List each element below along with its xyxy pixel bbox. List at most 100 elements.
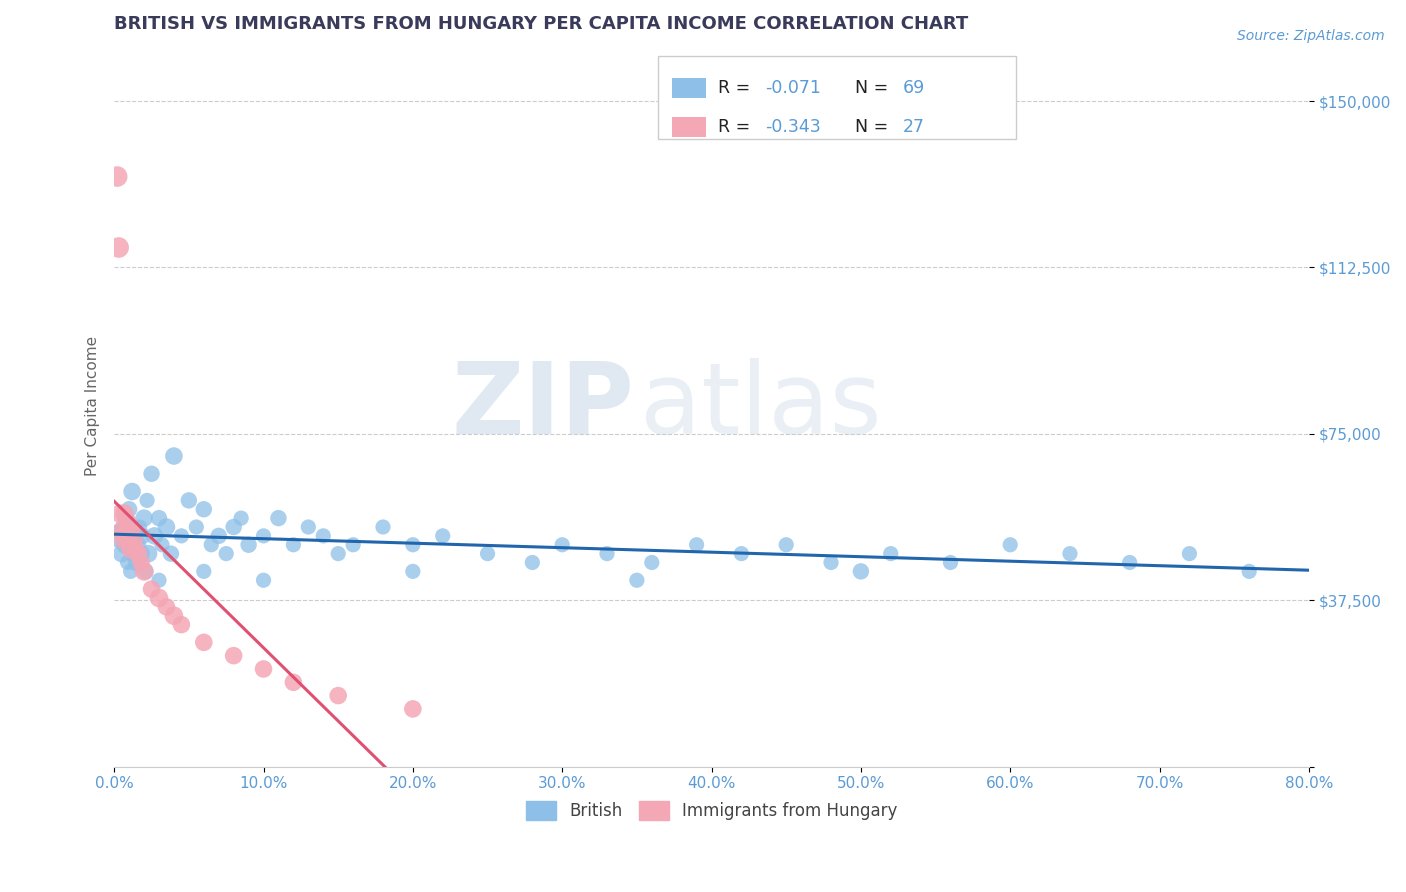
Point <box>200 538 222 552</box>
Point <box>131 529 153 543</box>
Point <box>135 565 157 579</box>
Point <box>112 520 135 534</box>
Text: -0.343: -0.343 <box>765 118 821 136</box>
Point <box>238 538 260 552</box>
Point <box>193 565 215 579</box>
Point <box>155 520 177 534</box>
Legend: British, Immigrants from Hungary: British, Immigrants from Hungary <box>519 794 904 827</box>
Point <box>328 689 350 703</box>
Point <box>112 533 135 548</box>
Point <box>118 533 141 548</box>
Point <box>1118 556 1140 570</box>
Point <box>111 524 134 539</box>
Point <box>402 702 425 716</box>
Point <box>141 582 163 596</box>
Point <box>849 565 872 579</box>
Point <box>215 547 238 561</box>
Text: N =: N = <box>855 118 894 136</box>
Point <box>522 556 544 570</box>
Text: -0.071: -0.071 <box>765 79 821 97</box>
Point <box>312 529 335 543</box>
Point <box>170 529 193 543</box>
Point <box>1237 565 1260 579</box>
Point <box>685 538 707 552</box>
Point <box>551 538 574 552</box>
Point <box>148 591 170 605</box>
Point <box>596 547 619 561</box>
Point <box>132 565 155 579</box>
Point <box>120 542 142 557</box>
Point <box>880 547 903 561</box>
Text: BRITISH VS IMMIGRANTS FROM HUNGARY PER CAPITA INCOME CORRELATION CHART: BRITISH VS IMMIGRANTS FROM HUNGARY PER C… <box>114 15 969 33</box>
Text: R =: R = <box>717 118 755 136</box>
Point <box>328 547 350 561</box>
Point <box>136 493 159 508</box>
Point <box>775 538 797 552</box>
Point <box>342 538 364 552</box>
Point <box>114 538 136 552</box>
Point <box>252 662 274 676</box>
Point <box>117 516 139 530</box>
Point <box>222 648 245 663</box>
Text: ZIP: ZIP <box>451 358 634 455</box>
Point <box>129 556 152 570</box>
Point <box>1000 538 1022 552</box>
Point <box>477 547 499 561</box>
Point <box>127 538 149 552</box>
Point <box>222 520 245 534</box>
Point <box>193 635 215 649</box>
Text: N =: N = <box>855 79 894 97</box>
Point <box>105 169 128 184</box>
Point <box>208 529 231 543</box>
Point <box>114 507 136 521</box>
Point <box>129 547 152 561</box>
Point <box>267 511 290 525</box>
Point <box>121 484 143 499</box>
Point <box>124 529 146 543</box>
Point <box>111 547 134 561</box>
Point <box>148 573 170 587</box>
Point <box>138 547 160 561</box>
Point <box>402 538 425 552</box>
Point <box>150 538 173 552</box>
Point <box>297 520 319 534</box>
Point <box>1178 547 1201 561</box>
FancyBboxPatch shape <box>672 78 706 98</box>
Point <box>120 565 142 579</box>
Point <box>148 511 170 525</box>
Text: 27: 27 <box>903 118 925 136</box>
Point <box>1059 547 1081 561</box>
Point <box>371 520 394 534</box>
Point <box>122 547 145 561</box>
FancyBboxPatch shape <box>672 117 706 137</box>
Point <box>283 675 305 690</box>
Point <box>122 533 145 548</box>
Point <box>820 556 842 570</box>
Y-axis label: Per Capita Income: Per Capita Income <box>86 336 100 476</box>
Point <box>283 538 305 552</box>
Point <box>402 565 425 579</box>
Point <box>252 573 274 587</box>
Point <box>108 529 131 543</box>
Point <box>163 449 186 463</box>
Point <box>121 524 143 539</box>
Point <box>107 240 129 254</box>
Point <box>163 608 186 623</box>
Point <box>730 547 752 561</box>
Point <box>939 556 962 570</box>
Text: atlas: atlas <box>640 358 882 455</box>
FancyBboxPatch shape <box>658 56 1017 139</box>
Point <box>127 547 149 561</box>
Point <box>177 493 200 508</box>
Point <box>115 511 138 525</box>
Point <box>626 573 648 587</box>
Point <box>128 520 150 534</box>
Point <box>170 617 193 632</box>
Point <box>143 529 166 543</box>
Point <box>160 547 183 561</box>
Text: 69: 69 <box>903 79 925 97</box>
Point <box>432 529 454 543</box>
Point <box>118 502 141 516</box>
Point <box>108 507 131 521</box>
Text: R =: R = <box>717 79 755 97</box>
